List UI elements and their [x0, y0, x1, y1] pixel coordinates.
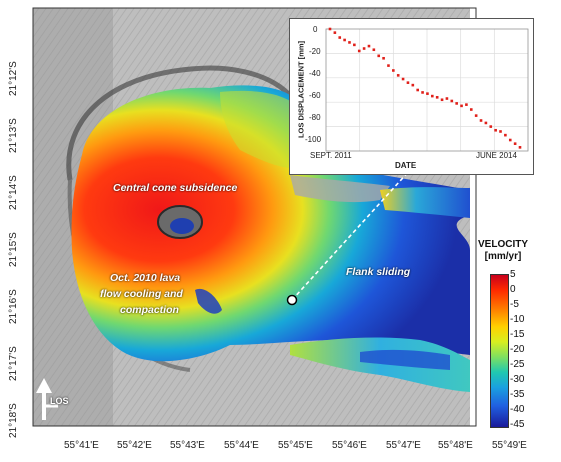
inset-data-point [411, 83, 415, 87]
inset-data-point [455, 102, 458, 105]
inset-data-point [387, 64, 390, 67]
inset-data-point [362, 47, 366, 50]
colorbar-tick-label: -40 [510, 404, 525, 415]
lon-label: 55°47'E [386, 440, 421, 451]
inset-xtick-end: JUNE 2014 [476, 151, 517, 160]
colorbar-tick-label: -15 [510, 329, 525, 340]
inset-plot [325, 27, 529, 152]
inset-ytick: -60 [309, 91, 321, 100]
inset-data-point [440, 98, 444, 102]
colorbar-tick-label: -5 [510, 299, 519, 310]
lon-label: 55°42'E [117, 440, 152, 451]
inset-data-point [333, 31, 337, 34]
lat-label: 21°14'S [8, 175, 19, 210]
inset-data-point [445, 97, 449, 100]
colorbar [490, 274, 509, 428]
inset-axes [325, 28, 529, 152]
lon-label: 55°41'E [64, 440, 99, 451]
lon-label: 55°45'E [278, 440, 313, 451]
inset-data-point [508, 138, 512, 142]
inset-data-point [392, 69, 395, 72]
inset-xlabel: DATE [395, 161, 417, 170]
inset-data-point [479, 119, 483, 122]
inset-data-point [353, 43, 356, 47]
annotation-flank-sliding: Flank sliding [346, 266, 411, 278]
inset-data-point [328, 27, 332, 31]
inset-data-point [499, 130, 502, 133]
inset-data-point [343, 38, 346, 42]
colorbar-tick-label: -10 [510, 314, 525, 325]
lat-label: 21°13'S [8, 118, 19, 153]
inset-ytick: 0 [313, 25, 318, 34]
colorbar-tick-label: -35 [510, 389, 525, 400]
inset-data-point [469, 108, 473, 111]
annotation-central-cone: Central cone subsidence [113, 182, 238, 194]
inset-data-point [416, 88, 419, 92]
gps-point [286, 294, 298, 306]
lat-label: 21°16'S [8, 289, 19, 324]
inset-data-point [401, 77, 405, 81]
inset-data-point [372, 48, 376, 52]
inset-chart: LOS DISPLACEMENT [mm] 0 -20 -40 -60 -80 … [289, 18, 534, 175]
lat-label: 21°15'S [8, 232, 19, 267]
lon-label: 55°44'E [224, 440, 259, 451]
inset-data-point [406, 81, 410, 84]
inset-ytick: -20 [309, 47, 321, 56]
inset-data-point [518, 146, 522, 149]
inset-data-point [450, 99, 454, 103]
inset-data-point [474, 114, 478, 117]
profile-line [291, 169, 411, 301]
inset-data-point [338, 36, 342, 39]
lon-label: 55°48'E [438, 440, 473, 451]
inset-data-point [513, 142, 517, 145]
inset-data-point [489, 125, 493, 128]
los-arrow-icon [36, 378, 58, 420]
inset-xtick-start: SEPT. 2011 [310, 151, 352, 160]
inset-data-point [435, 96, 439, 99]
inset-ytick: -40 [309, 69, 321, 78]
lat-label: 21°18'S [8, 403, 19, 438]
annotation-lava-flow-2: flow cooling and [100, 288, 183, 300]
los-label: LOS [50, 396, 69, 406]
inset-data-point [382, 56, 385, 60]
colorbar-tick-label: -25 [510, 359, 525, 370]
inset-data-point [460, 104, 463, 108]
colorbar-tick-label: 0 [510, 284, 516, 295]
colorbar-tick-label: -20 [510, 344, 525, 355]
inset-data-point [421, 91, 424, 94]
lon-label: 55°49'E [492, 440, 527, 451]
colorbar-tick-label: -45 [510, 419, 525, 430]
inset-ytick: -80 [309, 113, 321, 122]
inset-data-point [367, 44, 371, 48]
lat-label: 21°12'S [8, 61, 19, 96]
inset-ytick: -100 [305, 135, 322, 144]
inset-data-point [465, 103, 468, 106]
inset-data-point [377, 54, 381, 58]
velocity-field [71, 85, 470, 362]
inset-data-point [484, 121, 488, 125]
lon-label: 55°46'E [332, 440, 367, 451]
legend-title-line1: VELOCITY [478, 239, 529, 250]
legend-title-line2: [mm/yr] [484, 251, 522, 262]
annotation-lava-flow-1: Oct. 2010 lava [110, 272, 181, 284]
colorbar-tick-label: -30 [510, 374, 525, 385]
annotation-lava-flow-3: compaction [120, 304, 179, 316]
lon-label: 55°43'E [170, 440, 205, 451]
legend-title: VELOCITY [mm/yr] [478, 239, 528, 263]
inset-data-point [504, 133, 507, 137]
inset-data-point [426, 92, 429, 95]
inset-data-point [396, 74, 400, 77]
lat-label: 21°17'S [8, 346, 19, 381]
inset-data-point [357, 49, 361, 53]
colorbar-tick-label: 5 [510, 269, 516, 280]
inset-data-point [431, 94, 434, 98]
inset-data-point [494, 128, 497, 132]
inset-data-point [348, 41, 351, 44]
